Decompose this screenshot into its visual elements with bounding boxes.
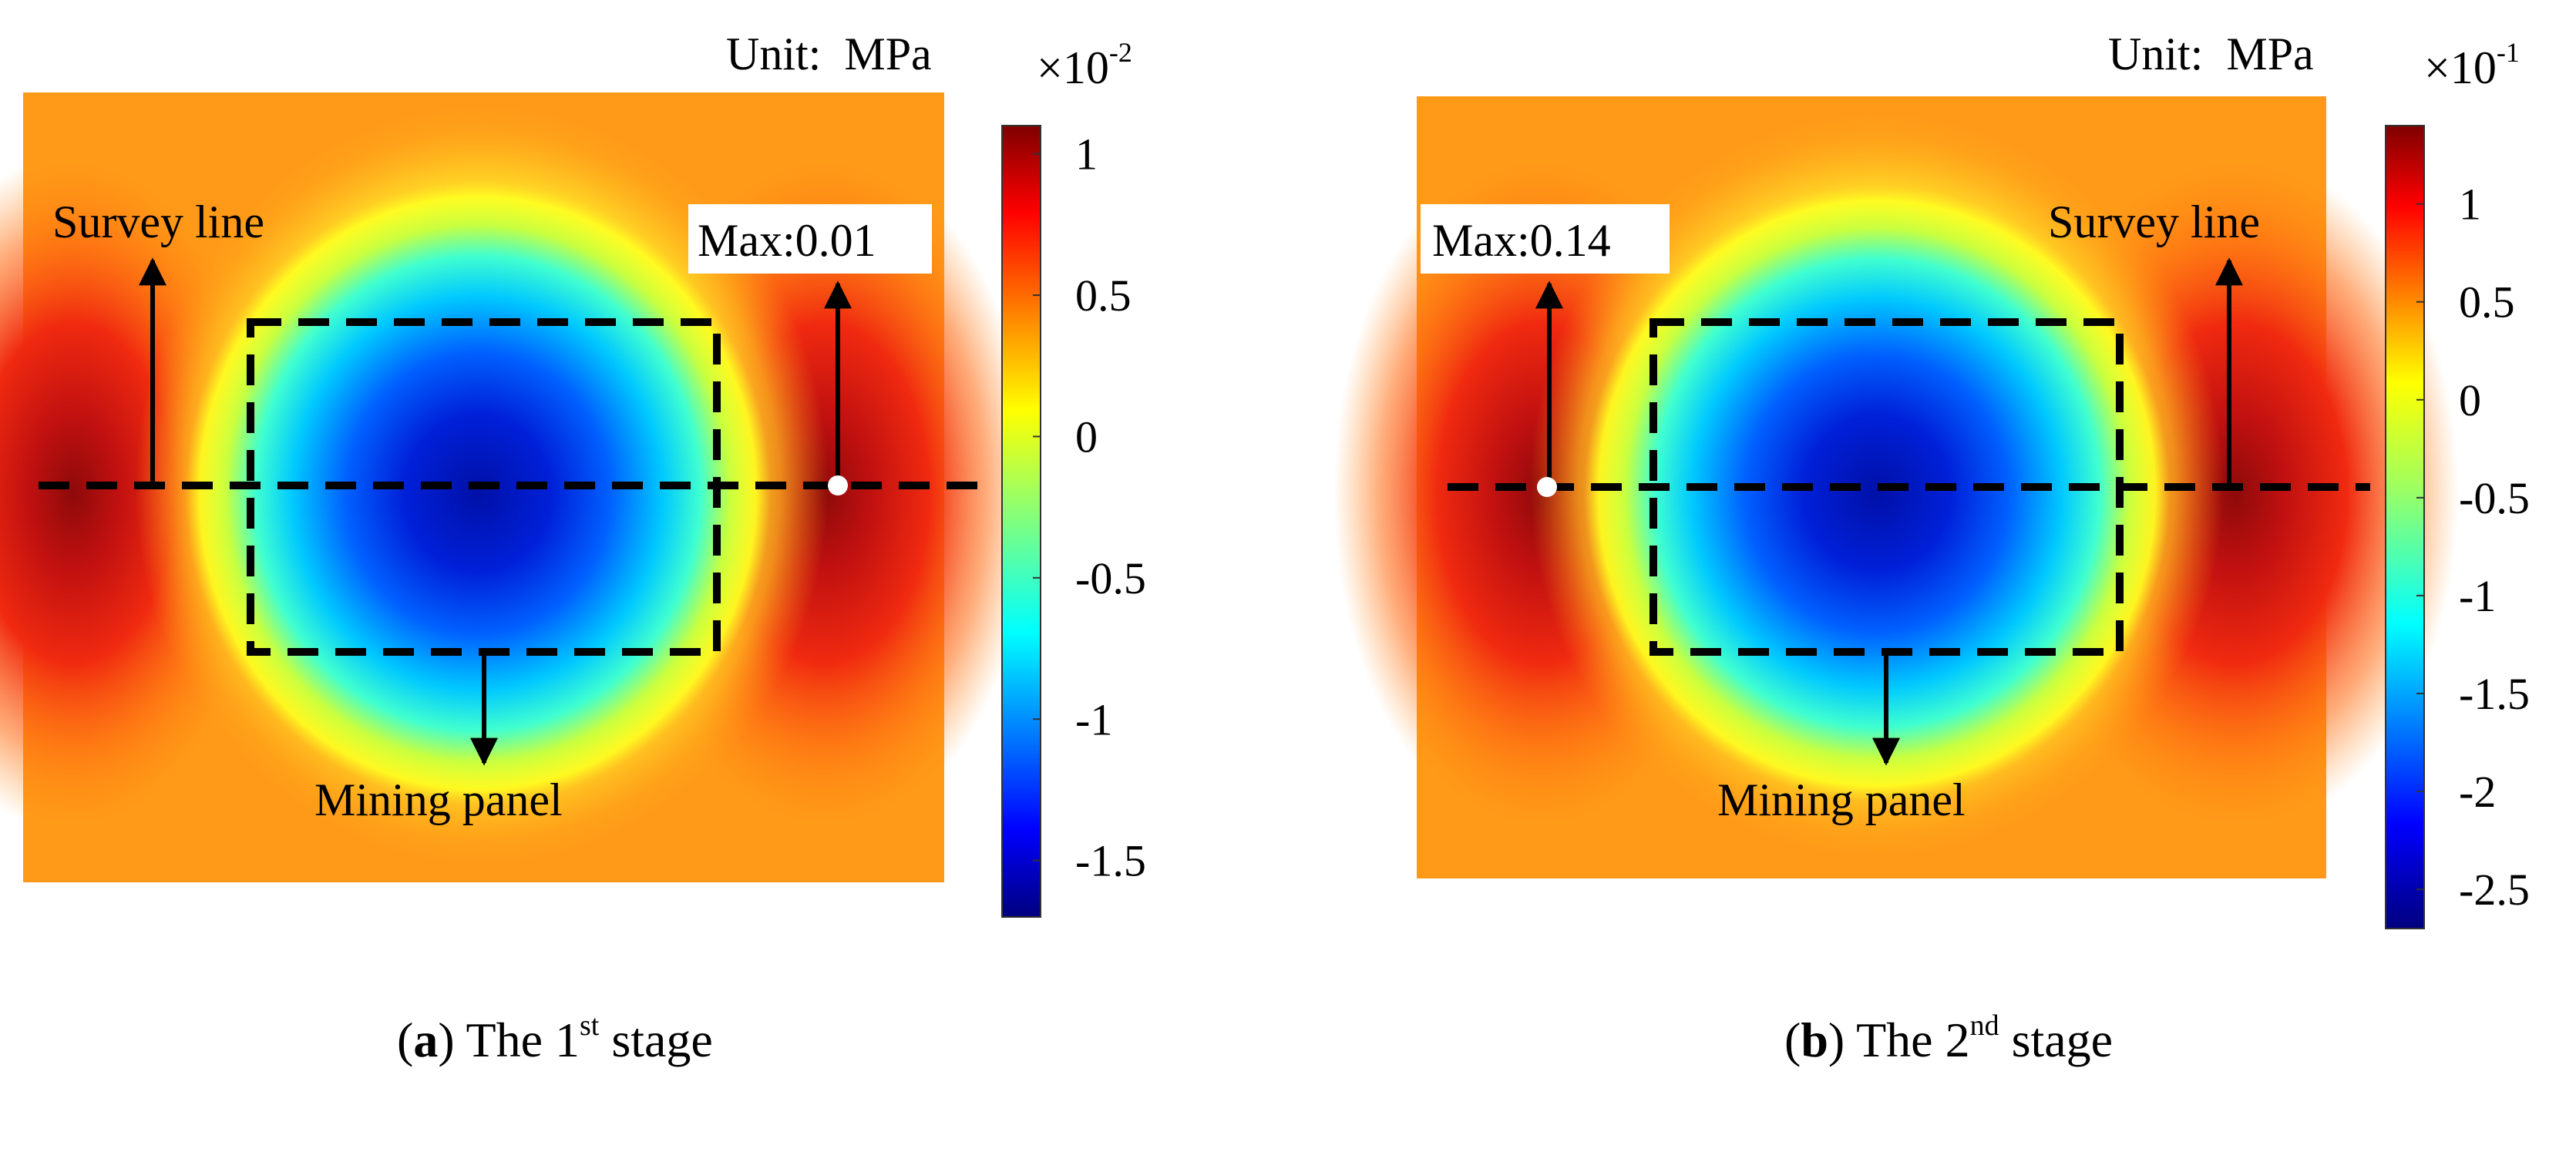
panel-a: Max:0.01 Survey line Mining panel Unit: … bbox=[0, 29, 1146, 918]
caption-a-sup: st bbox=[579, 1009, 600, 1042]
colorbar-multiplier-b: ×10-1 bbox=[2424, 37, 2520, 93]
caption-b: (b) The 2nd stage bbox=[1784, 1009, 2114, 1067]
multiplier-base-b: ×10 bbox=[2424, 42, 2497, 93]
mining-panel-label-a: Mining panel bbox=[314, 774, 563, 825]
colorbar-tick-label: -0.5 bbox=[2459, 473, 2530, 523]
heatmap-b-core bbox=[1584, 185, 2170, 801]
caption-a-suffix: stage bbox=[599, 1013, 713, 1067]
caption-b-sup: nd bbox=[1969, 1009, 1999, 1042]
colorbar-tick-label: 0.5 bbox=[1075, 270, 1132, 321]
colorbar-b-ticks: 1 0.5 0 -0.5 -1 -1.5 -2 -2.5 bbox=[2416, 180, 2530, 915]
colorbar-tick-label: -1 bbox=[2459, 571, 2496, 621]
caption-a-letter: a bbox=[413, 1013, 439, 1067]
multiplier-base-a: ×10 bbox=[1037, 42, 1109, 93]
caption-b-letter: b bbox=[1801, 1013, 1828, 1067]
mining-panel-label-b: Mining panel bbox=[1717, 774, 1966, 825]
colorbar-b bbox=[2385, 125, 2425, 929]
colorbar-tick-label: -2 bbox=[2459, 767, 2496, 817]
colorbar-tick-label: 1 bbox=[2459, 180, 2481, 230]
colorbar-tick-label: -2.5 bbox=[2459, 865, 2530, 915]
max-point-b bbox=[1537, 477, 1557, 497]
panel-b: Max:0.14 Survey line Mining panel Unit: … bbox=[1333, 29, 2530, 929]
multiplier-exp-b: -1 bbox=[2497, 37, 2520, 68]
multiplier-exp-a: -2 bbox=[1109, 37, 1132, 68]
colorbar-tick-label: 1 bbox=[1075, 129, 1098, 180]
colorbar-tick-label: 0 bbox=[1075, 411, 1098, 462]
colorbar-a bbox=[1001, 125, 1041, 918]
colorbar-tick-label: -1.5 bbox=[2459, 669, 2530, 719]
colorbar-tick-label: 0.5 bbox=[2459, 277, 2515, 327]
max-label-b: Max:0.14 bbox=[1432, 215, 1611, 266]
colorbar-tick-label: -0.5 bbox=[1075, 553, 1146, 603]
caption-a: (a) The 1st stage bbox=[397, 1009, 713, 1067]
mining-panel-box-b bbox=[1650, 318, 2124, 656]
colorbar-multiplier-a: ×10-2 bbox=[1037, 37, 1132, 93]
unit-label-a: Unit: MPa bbox=[726, 29, 932, 79]
max-label-box-a bbox=[688, 204, 932, 274]
caption-b-suffix: stage bbox=[1999, 1013, 2114, 1067]
max-label-a: Max:0.01 bbox=[698, 215, 876, 266]
colorbar-tick-label: -1 bbox=[1075, 694, 1112, 744]
mining-panel-box-a bbox=[247, 318, 721, 656]
max-point-a bbox=[828, 475, 848, 495]
max-label-box-b bbox=[1421, 204, 1670, 274]
survey-label-b: Survey line bbox=[2048, 196, 2260, 247]
caption-a-prefix: The 1 bbox=[466, 1013, 580, 1067]
colorbar-a-ticks: 1 0.5 0 -0.5 -1 -1.5 bbox=[1033, 129, 1146, 886]
survey-label-a: Survey line bbox=[52, 196, 264, 247]
caption-b-prefix: The 2 bbox=[1856, 1013, 1970, 1067]
colorbar-tick-label: 0 bbox=[2459, 375, 2481, 425]
unit-label-b: Unit: MPa bbox=[2108, 29, 2314, 79]
colorbar-tick-label: -1.5 bbox=[1075, 836, 1146, 886]
heatmap-a-core bbox=[185, 181, 771, 805]
